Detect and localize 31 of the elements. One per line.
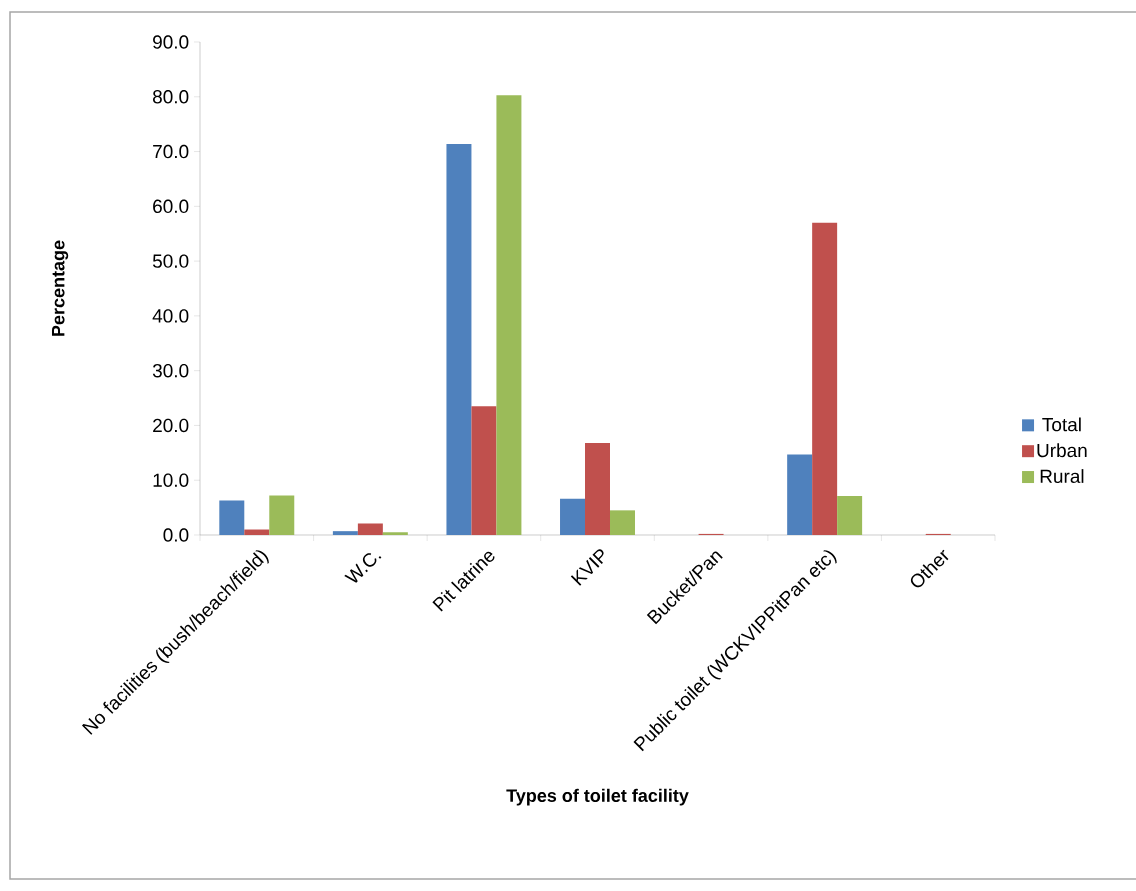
y-tick-label: 90.0 <box>153 35 189 49</box>
legend-label: Urban <box>1037 443 1087 458</box>
y-tick-label: 50.0 <box>152 254 189 268</box>
bar <box>471 406 497 535</box>
y-tick-label: 70.0 <box>153 144 189 159</box>
bar <box>357 523 383 535</box>
bar <box>496 95 522 535</box>
legend-label: Total <box>1042 417 1081 432</box>
bar <box>787 454 813 535</box>
y-tick-label: 30.0 <box>152 363 189 378</box>
y-tick-label: 60.0 <box>153 199 189 214</box>
y-tick-label: 80.0 <box>152 90 189 104</box>
bar <box>837 496 863 535</box>
y-tick-label: 10.0 <box>153 473 189 487</box>
bar <box>610 510 635 535</box>
bar <box>446 143 472 535</box>
bar <box>332 531 358 535</box>
bar <box>585 442 610 535</box>
bar <box>219 500 245 535</box>
bar <box>560 498 586 535</box>
bar <box>812 222 838 535</box>
y-tick-label: 20.0 <box>153 418 189 433</box>
y-axis-title: Percentage <box>51 240 69 336</box>
x-tick-label: W.C. <box>344 553 382 583</box>
bar <box>382 532 408 535</box>
bar <box>269 495 295 535</box>
x-axis-title: Types of toilet facility <box>506 788 689 806</box>
legend-label: Rural <box>1040 469 1084 484</box>
y-tick-label: 0.0 <box>163 528 189 542</box>
bar <box>244 529 270 535</box>
y-tick-label: 40.0 <box>152 309 189 323</box>
